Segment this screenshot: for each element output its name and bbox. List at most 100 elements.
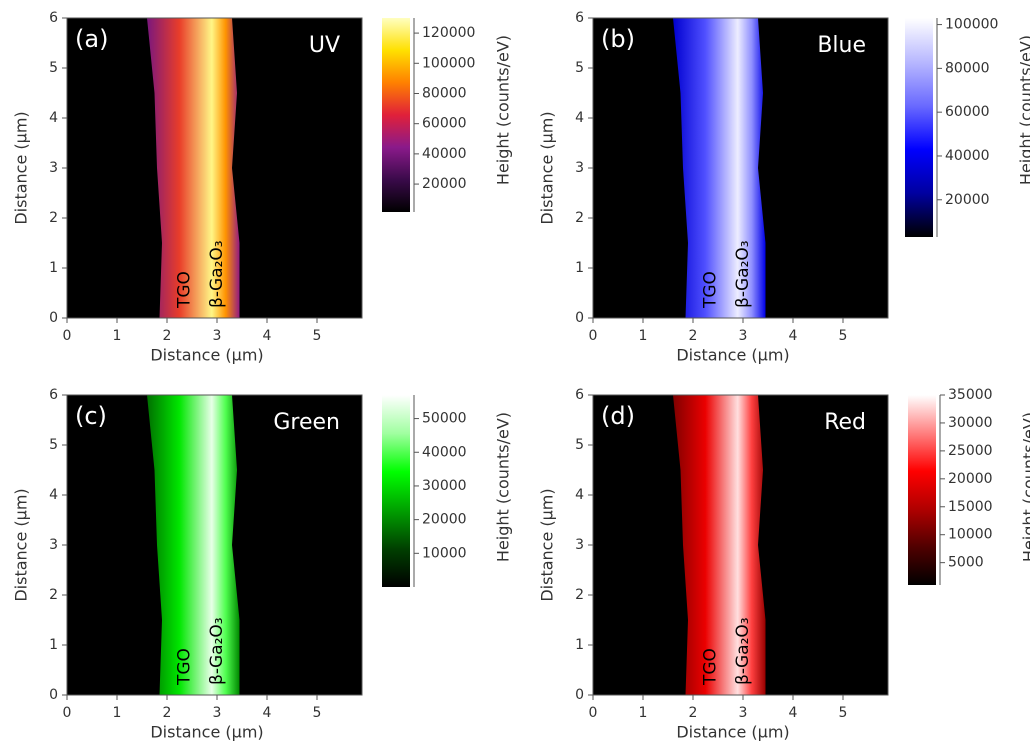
annotation: TGO [175,271,195,309]
signal-stripe [673,395,766,695]
channel-label: Green [273,410,340,435]
colorbar-tick-label: 40000 [945,148,990,164]
colorbar [908,395,936,585]
y-axis-label: Distance (μm) [12,111,31,224]
y-tick-label: 4 [575,110,584,126]
y-tick-label: 0 [49,310,58,326]
y-axis-label: Distance (μm) [538,488,557,601]
y-tick-label: 4 [49,110,58,126]
colorbar-tick-label: 100000 [422,55,475,71]
signal-stripe [673,18,766,318]
colorbar [382,395,410,587]
x-tick-label: 0 [589,705,598,721]
x-axis-label: Distance (μm) [676,723,789,742]
x-tick-label: 2 [689,705,698,721]
x-axis-label: Distance (μm) [150,723,263,742]
colorbar-tick-label: 100000 [945,17,998,33]
x-axis-label: Distance (μm) [676,346,789,365]
y-tick-label: 2 [575,587,584,603]
y-tick-label: 1 [49,260,58,276]
x-tick-label: 4 [789,705,798,721]
y-axis-label: Distance (μm) [538,111,557,224]
signal-stripe [147,395,240,695]
y-axis-label: Distance (μm) [12,488,31,601]
colorbar-tick-label: 80000 [422,85,467,101]
colorbar-tick-label: 10000 [422,545,467,561]
colorbar-tick-label: 60000 [945,104,990,120]
panel-label: (c) [75,402,107,430]
y-tick-label: 5 [49,437,58,453]
x-tick-label: 3 [213,705,222,721]
x-tick-label: 4 [263,328,272,344]
colorbar-tick-label: 20000 [945,192,990,208]
panel: 0 1 2 3 4 5 0 1 2 3 4 5 6 Distance (μm) Distance (μm) (… [538,387,1030,742]
x-tick-label: 5 [313,705,322,721]
annotation: TGO [701,648,721,686]
channel-label: Blue [817,33,866,58]
x-tick-label: 2 [163,705,172,721]
y-tick-label: 5 [575,437,584,453]
y-tick-label: 3 [49,537,58,553]
x-tick-label: 4 [263,705,272,721]
x-tick-label: 5 [839,328,848,344]
x-tick-label: 0 [63,705,72,721]
colorbar-label: Height (counts/eV) [494,412,513,562]
colorbar-tick-label: 30000 [948,415,993,431]
colorbar-tick-label: 60000 [422,116,467,132]
y-tick-label: 2 [575,210,584,226]
y-tick-label: 6 [575,10,584,26]
y-tick-label: 0 [575,687,584,703]
panel: 0 1 2 3 4 5 0 1 2 3 4 5 6 Distance (μm) Distance (μm) (… [538,10,1030,365]
colorbar-tick-label: 20000 [948,471,993,487]
colorbar-tick-label: 35000 [948,387,993,403]
x-tick-label: 5 [313,328,322,344]
signal-stripe [147,18,240,318]
annotation: β-Ga₂O₃ [207,240,227,308]
colorbar-tick-label: 20000 [422,512,467,528]
x-tick-label: 0 [63,328,72,344]
colorbar-tick-label: 40000 [422,146,467,162]
x-tick-label: 1 [113,705,122,721]
y-tick-label: 6 [575,387,584,403]
colorbar-tick-label: 25000 [948,443,993,459]
annotation: β-Ga₂O₃ [733,617,753,685]
colorbar-tick-label: 15000 [948,499,993,515]
y-tick-label: 5 [575,60,584,76]
annotation: TGO [175,648,195,686]
panel: 0 1 2 3 4 5 0 1 2 3 4 5 6 Distance (μm) Distance (μm) (… [12,387,513,742]
colorbar-tick-label: 5000 [948,555,984,571]
panel-label: (d) [601,402,635,430]
y-tick-label: 3 [575,160,584,176]
x-tick-label: 1 [113,328,122,344]
x-tick-label: 3 [739,705,748,721]
x-tick-label: 0 [589,328,598,344]
x-tick-label: 3 [739,328,748,344]
y-tick-label: 3 [49,160,58,176]
panel-label: (b) [601,25,635,53]
channel-label: UV [309,33,340,58]
panel: 0 1 2 3 4 5 0 1 2 3 4 5 6 Distance (μm) Distance (μm) (… [12,10,513,365]
y-tick-label: 1 [49,637,58,653]
colorbar-label: Height (counts/eV) [1017,35,1030,185]
panel-label: (a) [75,25,108,53]
y-tick-label: 0 [49,687,58,703]
y-tick-label: 2 [49,210,58,226]
y-tick-label: 2 [49,587,58,603]
y-tick-label: 4 [49,487,58,503]
y-tick-label: 3 [575,537,584,553]
annotation: TGO [701,271,721,309]
colorbar-tick-label: 120000 [422,25,475,41]
colorbar-label: Height (counts/eV) [494,35,513,185]
annotation: β-Ga₂O₃ [733,240,753,308]
y-tick-label: 1 [575,637,584,653]
annotation: β-Ga₂O₃ [207,617,227,685]
x-tick-label: 5 [839,705,848,721]
channel-label: Red [824,410,866,435]
x-tick-label: 2 [689,328,698,344]
x-tick-label: 2 [163,328,172,344]
colorbar-label: Height (counts/eV) [1020,412,1030,562]
colorbar-tick-label: 80000 [945,60,990,76]
x-tick-label: 1 [639,328,648,344]
colorbar-tick-label: 50000 [422,411,467,427]
